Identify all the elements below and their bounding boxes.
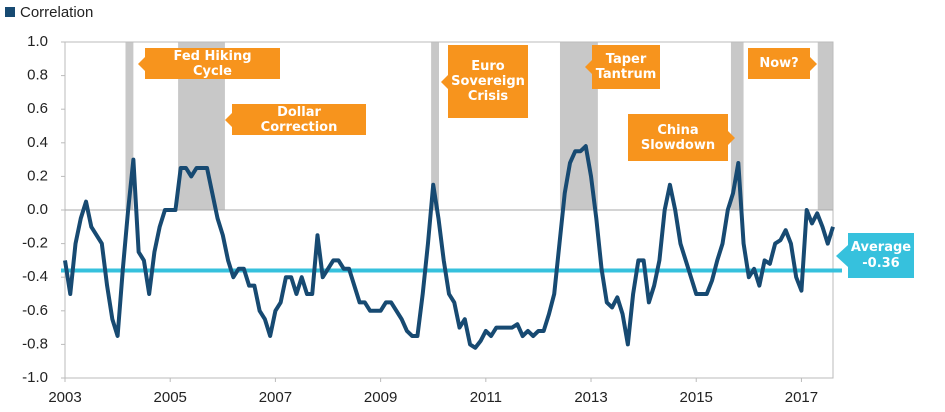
y-tick-label: 0.4	[27, 134, 48, 151]
annotation: Euro Sovereign Crisis	[441, 45, 528, 118]
y-tick-label: 0.8	[27, 67, 48, 84]
y-tick-label: -1.0	[22, 369, 48, 386]
x-tick-label: 2011	[470, 389, 502, 406]
x-tick-label: 2003	[48, 389, 81, 406]
annotation: China Slowdown	[628, 114, 735, 161]
average-name: Average	[850, 239, 912, 255]
legend-label: Correlation	[20, 4, 93, 21]
x-tick-label: 2013	[574, 389, 607, 406]
shaded-period	[431, 42, 440, 210]
x-tick-label: 2017	[785, 389, 818, 406]
average-label: Average -0.36	[836, 233, 914, 278]
y-tick-label: -0.2	[22, 235, 48, 252]
annotation: Fed Hiking Cycle	[138, 48, 280, 79]
y-tick-label: -0.8	[22, 335, 48, 352]
legend-swatch	[5, 7, 15, 17]
x-tick-label: 2015	[680, 389, 713, 406]
x-tick-label: 2007	[259, 389, 292, 406]
annotation: Taper Tantrum	[585, 45, 660, 89]
shaded-period	[125, 42, 134, 210]
average-value: -0.36	[862, 255, 900, 271]
y-tick-label: -0.4	[22, 268, 48, 285]
annotation: Now?	[748, 48, 817, 79]
y-tick-label: 1.0	[27, 33, 48, 50]
shaded-period	[817, 42, 833, 210]
series-line	[63, 144, 835, 350]
y-tick-label: 0.2	[27, 167, 48, 184]
y-tick-label: 0.0	[27, 201, 48, 218]
annotation: Dollar Correction	[225, 104, 366, 135]
y-tick-label: 0.6	[27, 100, 48, 117]
y-tick-label: -0.6	[22, 302, 48, 319]
x-tick-label: 2005	[154, 389, 187, 406]
x-tick-label: 2009	[364, 389, 397, 406]
